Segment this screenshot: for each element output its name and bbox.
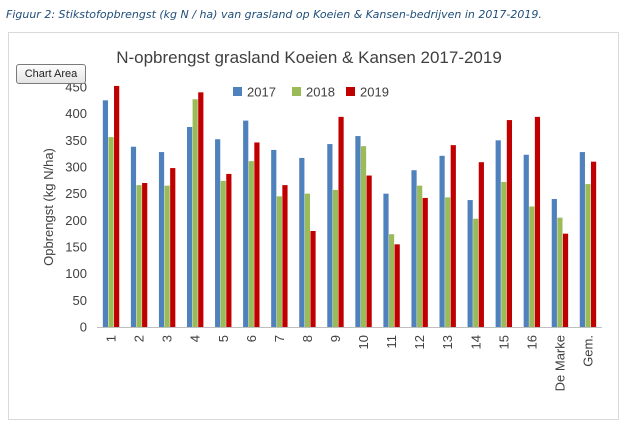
bar-2019-de-marke — [562, 233, 569, 327]
bar-2018-4 — [192, 99, 198, 328]
bar-2017-7 — [271, 149, 277, 327]
x-tick-label: 11 — [384, 335, 399, 349]
bar-2017-1 — [102, 100, 109, 327]
bar-2019-5 — [226, 173, 232, 327]
bar-2017-gem- — [579, 152, 585, 327]
bar-2017-2 — [130, 146, 137, 327]
bar-2019-4 — [198, 92, 204, 327]
x-tick-label: 9 — [328, 335, 343, 342]
y-tick-label: 0 — [80, 320, 87, 335]
bar-2018-14 — [473, 218, 479, 327]
bar-2019-2 — [142, 183, 148, 327]
bar-2017-12 — [411, 170, 417, 327]
bar-2018-1 — [108, 137, 114, 327]
legend-swatch-2018 — [292, 87, 301, 96]
y-tick-label: 250 — [65, 186, 87, 201]
legend-label-2018: 2018 — [306, 85, 335, 100]
y-tick-label: 350 — [65, 133, 87, 148]
bar-2019-13 — [450, 145, 456, 327]
bar-2018-6 — [248, 161, 254, 327]
bar-2019-12 — [422, 197, 428, 327]
bar-2017-4 — [186, 127, 193, 327]
y-tick-label: 400 — [65, 106, 87, 121]
x-tick-label: 4 — [188, 335, 203, 342]
bar-2019-10 — [366, 175, 372, 327]
bar-2017-3 — [158, 152, 165, 327]
bar-2019-3 — [170, 168, 176, 327]
bar-2019-11 — [394, 244, 400, 327]
bar-2018-10 — [360, 146, 367, 327]
bar-2017-9 — [327, 144, 333, 327]
legend-label-2017: 2017 — [247, 85, 276, 100]
bar-2018-gem- — [585, 184, 591, 327]
bar-2019-7 — [282, 185, 288, 327]
bar-2018-8 — [304, 193, 311, 327]
bar-2019-14 — [478, 162, 484, 327]
legend-label-2019: 2019 — [360, 85, 389, 100]
bar-2019-8 — [310, 231, 316, 327]
x-tick-label: 6 — [244, 335, 259, 342]
x-tick-label: De Marke — [552, 335, 567, 391]
y-tick-label: 300 — [65, 160, 87, 175]
x-tick-label: 16 — [524, 335, 539, 349]
y-tick-label: 50 — [73, 293, 87, 308]
y-tick-label: 100 — [65, 266, 87, 281]
bar-2019-gem- — [590, 161, 597, 327]
x-tick-label: 7 — [272, 335, 287, 342]
bar-2017-6 — [243, 120, 249, 327]
bar-2018-2 — [136, 185, 142, 327]
bar-2018-de-marke — [557, 217, 563, 327]
bar-2017-5 — [215, 139, 221, 327]
bar-2017-16 — [523, 154, 529, 327]
bar-2019-15 — [506, 120, 513, 327]
x-tick-label: 1 — [104, 335, 119, 342]
bar-2019-16 — [534, 116, 541, 328]
bar-2018-11 — [388, 234, 395, 327]
bar-2017-8 — [299, 157, 305, 327]
legend-swatch-2019 — [346, 87, 355, 96]
legend: 2017 2018 2019 — [233, 85, 389, 100]
bar-2019-6 — [254, 142, 260, 327]
x-tick-label: 10 — [356, 335, 371, 349]
bar-2018-9 — [332, 189, 339, 327]
x-tick-label: 13 — [440, 335, 455, 349]
x-tick-label: 15 — [496, 335, 511, 349]
bar-2017-15 — [495, 140, 501, 327]
bar-2018-5 — [220, 180, 226, 327]
bar-2019-9 — [338, 116, 344, 328]
y-tick-label: 200 — [65, 213, 87, 228]
x-tick-label: 2 — [132, 335, 147, 342]
bar-2017-de-marke — [551, 199, 557, 327]
figure-caption: Figuur 2: Stikstofopbrengst (kg N / ha) … — [6, 8, 542, 21]
x-tick-label: 5 — [216, 335, 231, 342]
chart-title: N-opbrengst grasland Koeien & Kansen 201… — [116, 48, 502, 67]
x-axis-ticks: 1 2 3 4 5 6 7 8 9 10 11 12 13 14 15 16 De Marke Gem. — [104, 335, 596, 391]
bar-2017-13 — [439, 155, 445, 327]
bar-2018-7 — [276, 196, 282, 327]
x-tick-label: 12 — [412, 335, 427, 349]
bar-2017-10 — [355, 136, 361, 327]
bars — [102, 85, 597, 328]
bar-2019-1 — [114, 85, 120, 328]
bar-2018-13 — [445, 197, 451, 327]
x-tick-label: 14 — [468, 335, 483, 349]
bar-2018-15 — [501, 181, 507, 327]
bar-2018-3 — [164, 185, 170, 327]
x-tick-label: 3 — [160, 335, 175, 342]
bar-2017-11 — [383, 193, 389, 327]
bar-2018-12 — [417, 185, 423, 327]
bar-2017-14 — [467, 200, 473, 327]
y-axis-label: Opbrengst (kg N/ha) — [41, 148, 56, 266]
x-tick-label: 8 — [300, 335, 315, 342]
y-tick-label: 150 — [65, 240, 87, 255]
bar-2018-16 — [529, 206, 535, 327]
x-tick-label: Gem. — [580, 335, 595, 367]
chart-area-tooltip-button[interactable]: Chart Area — [16, 64, 86, 84]
legend-swatch-2017 — [233, 87, 242, 96]
